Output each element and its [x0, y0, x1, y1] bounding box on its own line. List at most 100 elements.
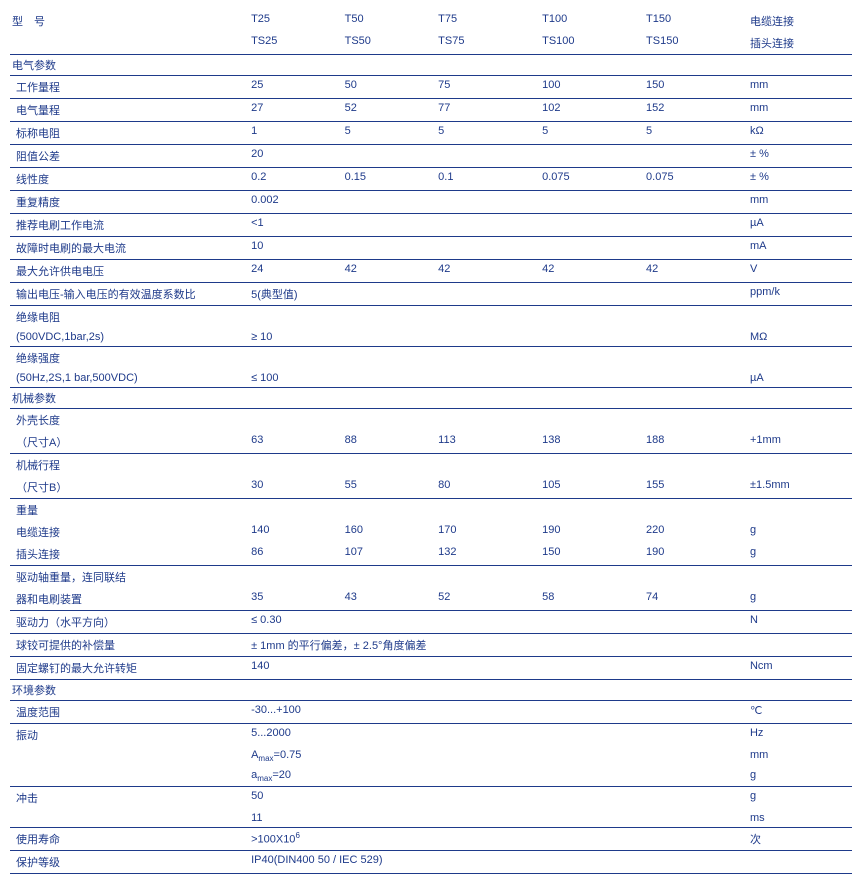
row-ballcomp-v1: ± 1mm 的平行偏差，± 2.5°角度偏差: [249, 634, 748, 657]
row-driveforce-label: 驱动力（水平方向）: [10, 611, 249, 634]
row-nominalres-v5: 5: [644, 122, 748, 145]
row-shock2-v1: 11: [249, 809, 343, 828]
header-c5a: T150: [644, 10, 748, 32]
row-maxsupply-v2: 42: [343, 260, 437, 283]
row-weight-plug-unit: g: [748, 543, 852, 566]
row-insstr-v1: ≤ 100: [249, 369, 343, 388]
section-env: 环境参数: [10, 680, 852, 701]
row-screwtorque-label: 固定螺钉的最大允许转矩: [10, 657, 249, 680]
row-workrange-v5: 150: [644, 76, 748, 99]
row-temprange-label: 温度范围: [10, 701, 249, 724]
row-reccurrent-v1: <1: [249, 214, 343, 237]
row-vib2-unit: mm: [748, 746, 852, 766]
row-reccurrent-unit: µA: [748, 214, 852, 237]
header-c2b: TS50: [343, 32, 437, 55]
row-elecrange-v4: 102: [540, 99, 644, 122]
row-housinglen-v5: 188: [644, 431, 748, 454]
row-linearity-v1: 0.2: [249, 168, 343, 191]
row-ballcomp-label: 球铰可提供的补偿量: [10, 634, 249, 657]
row-mechtravel-v2: 55: [343, 476, 437, 499]
row-insres-unit: MΩ: [748, 328, 852, 347]
row-housinglen-v2: 88: [343, 431, 437, 454]
row-elecrange-v3: 77: [436, 99, 540, 122]
row-ip-label: 保护等级: [10, 851, 249, 874]
header-u1: 电缆连接: [748, 10, 852, 32]
row-maxsupply-label: 最大允许供电电压: [10, 260, 249, 283]
row-workrange-v1: 25: [249, 76, 343, 99]
row-weight-label: 重量: [10, 499, 249, 522]
row-weight-cable-v2: 160: [343, 521, 437, 543]
row-weight-cable-label: 电缆连接: [10, 521, 249, 543]
row-shock1-unit: g: [748, 787, 852, 810]
row-elecrange-unit: mm: [748, 99, 852, 122]
row-faultcurrent-unit: mA: [748, 237, 852, 260]
row-driveweight-label1: 驱动轴重量，连同联结: [10, 566, 249, 589]
row-driveweight-v5: 74: [644, 588, 748, 611]
row-maxsupply-unit: V: [748, 260, 852, 283]
spec-table: 型 号 T25 T50 T75 T100 T150 电缆连接 TS25 TS50…: [10, 10, 852, 880]
row-shock2-unit: ms: [748, 809, 852, 828]
row-maxsupply-v1: 24: [249, 260, 343, 283]
row-housinglen-v3: 113: [436, 431, 540, 454]
row-faultcurrent-label: 故障时电刷的最大电流: [10, 237, 249, 260]
row-insres-label2: (500VDC,1bar,2s): [10, 328, 249, 347]
header-c5b: TS150: [644, 32, 748, 55]
row-linearity-v5: 0.075: [644, 168, 748, 191]
section-elec: 电气参数: [10, 55, 852, 76]
row-workrange-unit: mm: [748, 76, 852, 99]
row-driveweight-label2: 器和电刷装置: [10, 588, 249, 611]
row-driveweight-unit: g: [748, 588, 852, 611]
row-shock1-label: 冲击: [10, 787, 249, 810]
row-housinglen-v4: 138: [540, 431, 644, 454]
row-linearity-unit: ± %: [748, 168, 852, 191]
row-maxsupply-v5: 42: [644, 260, 748, 283]
row-weight-cable-v1: 140: [249, 521, 343, 543]
row-nominalres-v1: 1: [249, 122, 343, 145]
row-vib3-unit: g: [748, 766, 852, 787]
row-ip-v1: IP40(DIN400 50 / IEC 529): [249, 851, 748, 874]
row-insres-v1: ≥ 10: [249, 328, 343, 347]
row-life-unit: 次: [748, 828, 852, 851]
row-linearity-label: 线性度: [10, 168, 249, 191]
row-tempcoeff-label: 输出电压-输入电压的有效温度系数比: [10, 283, 249, 306]
row-elecrange-v2: 52: [343, 99, 437, 122]
row-shock1-v1: 50: [249, 787, 343, 810]
row-mechtravel-v4: 105: [540, 476, 644, 499]
row-nominalres-v4: 5: [540, 122, 644, 145]
row-weight-plug-v3: 132: [436, 543, 540, 566]
row-linearity-v2: 0.15: [343, 168, 437, 191]
row-mechtravel-label2: （尺寸B）: [10, 476, 249, 499]
header-c1a: T25: [249, 10, 343, 32]
row-tempcoeff-v1: 5(典型值): [249, 283, 343, 306]
row-life-v1: >100X106: [249, 828, 343, 851]
row-restol-label: 阻值公差: [10, 145, 249, 168]
row-elecrange-v1: 27: [249, 99, 343, 122]
row-workrange-v4: 100: [540, 76, 644, 99]
row-weight-plug-label: 插头连接: [10, 543, 249, 566]
row-nominalres-v2: 5: [343, 122, 437, 145]
header-c2a: T50: [343, 10, 437, 32]
row-temprange-unit: ℃: [748, 701, 852, 724]
row-restol-v1: 20: [249, 145, 343, 168]
row-mechtravel-unit: ±1.5mm: [748, 476, 852, 499]
header-model-label: 型 号: [10, 10, 249, 32]
row-weight-cable-v4: 190: [540, 521, 644, 543]
row-weight-cable-v5: 220: [644, 521, 748, 543]
row-maxsupply-v4: 42: [540, 260, 644, 283]
row-driveweight-v2: 43: [343, 588, 437, 611]
row-elecrange-label: 电气量程: [10, 99, 249, 122]
header-c1b: TS25: [249, 32, 343, 55]
row-mechtravel-v1: 30: [249, 476, 343, 499]
header-c3b: TS75: [436, 32, 540, 55]
row-repeat-v1: 0.002: [249, 191, 343, 214]
section-mech: 机械参数: [10, 388, 852, 409]
row-faultcurrent-v1: 10: [249, 237, 343, 260]
row-weight-plug-v4: 150: [540, 543, 644, 566]
row-vib3-v1: amax=20: [249, 766, 343, 787]
row-screwtorque-unit: Ncm: [748, 657, 852, 680]
header-c4a: T100: [540, 10, 644, 32]
row-temprange-v1: -30...+100: [249, 701, 343, 724]
row-linearity-v4: 0.075: [540, 168, 644, 191]
row-mechtravel-v5: 155: [644, 476, 748, 499]
row-repeat-label: 重复精度: [10, 191, 249, 214]
